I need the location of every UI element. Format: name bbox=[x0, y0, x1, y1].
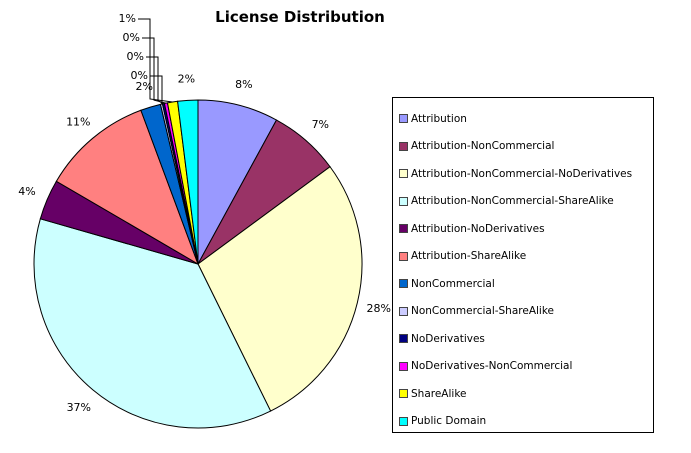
legend-label: NonCommercial bbox=[411, 277, 495, 290]
slice-data-label: 0% bbox=[131, 69, 148, 82]
legend-item: NonCommercial-ShareAlike bbox=[393, 298, 653, 326]
slice-data-label: 37% bbox=[67, 401, 91, 414]
slice-data-label: 0% bbox=[123, 31, 140, 44]
legend-label: Attribution bbox=[411, 112, 467, 125]
legend-label: ShareAlike bbox=[411, 387, 467, 400]
legend-item: ShareAlike bbox=[393, 380, 653, 408]
leader-line bbox=[146, 56, 164, 105]
slice-data-label: 8% bbox=[235, 78, 252, 91]
slice-data-label: 2% bbox=[178, 72, 195, 85]
pie-slice bbox=[33, 218, 272, 429]
slice-data-label: 2% bbox=[135, 80, 152, 93]
legend-label: Attribution-NoDerivatives bbox=[411, 222, 545, 235]
chart-title: License Distribution bbox=[215, 8, 385, 26]
legend-item: NoDerivatives bbox=[393, 325, 653, 353]
slice-data-label: 4% bbox=[18, 185, 35, 198]
legend-label: NoDerivatives-NonCommercial bbox=[411, 360, 573, 373]
slice-data-label: 1% bbox=[119, 12, 136, 25]
legend-item: NonCommercial bbox=[393, 270, 653, 298]
legend-label: Attribution-NonCommercial-NoDerivatives bbox=[411, 167, 633, 180]
slice-data-label: 11% bbox=[66, 116, 90, 129]
leader-line bbox=[138, 18, 173, 103]
legend-swatch bbox=[399, 279, 408, 289]
legend-swatch bbox=[399, 416, 408, 426]
pie-slice bbox=[55, 109, 199, 266]
legend-label: Public Domain bbox=[411, 415, 487, 428]
legend-swatch bbox=[399, 141, 408, 151]
leader-line bbox=[150, 75, 163, 105]
legend-item: NoDerivatives-NonCommercial bbox=[393, 353, 653, 381]
legend-label: Attribution-ShareAlike bbox=[411, 250, 527, 263]
slice-data-label: 7% bbox=[312, 118, 329, 131]
chart-legend: Attribution Attribution-NonCommercial Attr… bbox=[392, 97, 654, 433]
legend-label: Attribution-NonCommercial-ShareAlike bbox=[411, 195, 614, 208]
pie-slice bbox=[177, 99, 199, 265]
legend-label: NoDerivatives bbox=[411, 332, 485, 345]
legend-item: Attribution-NonCommercial-ShareAlike bbox=[393, 188, 653, 216]
slice-data-label: 0% bbox=[127, 50, 144, 63]
legend-item: Attribution-ShareAlike bbox=[393, 243, 653, 271]
legend-item: Public Domain bbox=[393, 408, 653, 436]
legend-swatch bbox=[399, 224, 408, 234]
legend-swatch bbox=[399, 361, 408, 371]
legend-swatch bbox=[399, 251, 408, 261]
legend-item: Attribution-NonCommercial bbox=[393, 133, 653, 161]
legend-swatch bbox=[399, 196, 408, 206]
slice-data-label: 28% bbox=[366, 302, 390, 315]
legend-swatch bbox=[399, 334, 408, 344]
pie-slice bbox=[197, 166, 363, 412]
legend-label: Attribution-NonCommercial bbox=[411, 140, 555, 153]
legend-swatch bbox=[399, 389, 408, 399]
legend-swatch bbox=[399, 169, 408, 179]
legend-item: Attribution bbox=[393, 105, 653, 133]
legend-item: Attribution-NonCommercial-NoDerivatives bbox=[393, 160, 653, 188]
legend-swatch bbox=[399, 114, 408, 124]
legend-swatch bbox=[399, 306, 408, 316]
legend-item: Attribution-NoDerivatives bbox=[393, 215, 653, 243]
legend-label: NonCommercial-ShareAlike bbox=[411, 305, 555, 318]
